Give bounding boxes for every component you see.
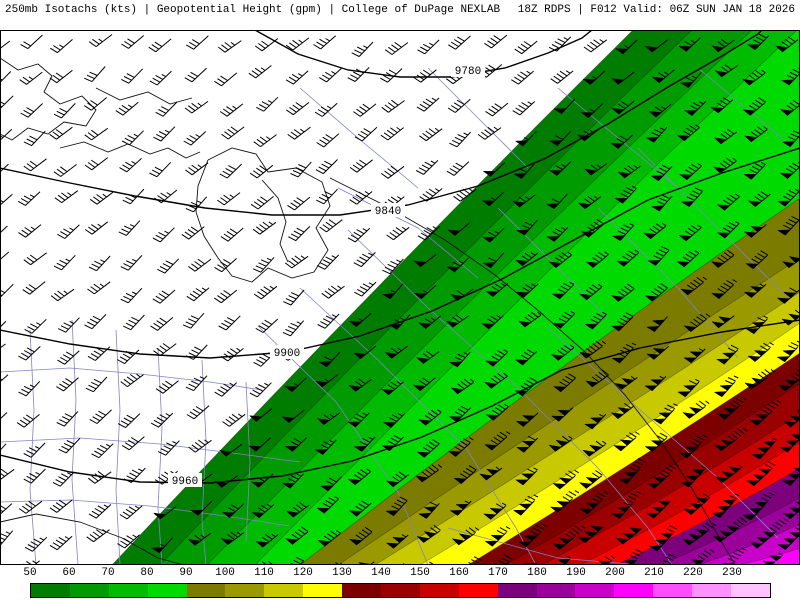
- legend-scale-labels: 50 60 70 80 90 100 110 120 130 140 150 160 170 180 190…: [0, 567, 800, 581]
- legend-color-cell: [653, 584, 693, 597]
- legend-color-cell: [69, 584, 109, 597]
- legend-tick-70: 70: [101, 567, 115, 579]
- contour-label-9840: 9840: [375, 206, 401, 218]
- legend-color-cell: [419, 584, 459, 597]
- road-line: [29, 329, 37, 565]
- legend-color-cell: [31, 584, 70, 597]
- road-line: [597, 207, 739, 359]
- legend-color-cell: [186, 584, 226, 597]
- legend-tick-60: 60: [62, 567, 76, 579]
- legend-tick-100: 100: [215, 567, 235, 579]
- legend-color-cell: [147, 584, 187, 597]
- wind-barbs: [0, 33, 800, 565]
- contour-label-9900: 9900: [274, 348, 300, 360]
- road-line: [157, 347, 163, 565]
- legend-tick-90: 90: [179, 567, 193, 579]
- contour-label-box: [371, 203, 405, 217]
- road-line: [347, 229, 673, 565]
- legend-color-cell: [381, 584, 420, 597]
- road-line: [337, 187, 479, 279]
- road-line: [427, 67, 529, 169]
- coastline: [329, 177, 736, 565]
- legend-tick-220: 220: [683, 567, 703, 579]
- road-line: [0, 437, 301, 463]
- isotach-band-200: [738, 548, 800, 565]
- wind-barbs-layer: [0, 33, 800, 565]
- coastline: [0, 57, 97, 141]
- weather-map: 9780 9840 9900 9960: [0, 30, 800, 565]
- map-title: 250mb Isotachs (kts) | Geopotential Heig…: [5, 4, 501, 16]
- legend-color-cell: [575, 584, 615, 597]
- road-line: [245, 381, 251, 543]
- road-line: [71, 319, 79, 565]
- road-line: [547, 327, 779, 539]
- wind-barb-pennants: [150, 44, 800, 565]
- contour-label-9780: 9780: [455, 66, 481, 78]
- legend-tick-160: 160: [449, 567, 469, 579]
- contour-label-box: [168, 473, 202, 487]
- legend-tick-190: 190: [566, 567, 586, 579]
- contour-label-9960: 9960: [172, 476, 198, 488]
- legend-color-cell: [225, 584, 265, 597]
- legend-color-cell: [497, 584, 537, 597]
- title-bar: 250mb Isotachs (kts) | Geopotential Heig…: [0, 0, 800, 30]
- coastline: [59, 141, 201, 159]
- legend-color-cell: [342, 584, 382, 597]
- legend-tick-130: 130: [332, 567, 352, 579]
- contour-label-box: [270, 345, 304, 359]
- legend-color-cell: [692, 584, 732, 597]
- legend-tick-140: 140: [371, 567, 391, 579]
- isotach-band-190: [698, 524, 800, 565]
- legend-color-cell: [458, 584, 498, 597]
- isotach-legend: 50 60 70 80 90 100 110 120 130 140 150 160 170 180 190…: [0, 565, 800, 600]
- coastline: [0, 513, 185, 565]
- road-line: [497, 207, 609, 319]
- road-line: [0, 499, 291, 527]
- legend-color-cell: [731, 584, 770, 597]
- legend-color-cell: [536, 584, 576, 597]
- legend-tick-150: 150: [410, 567, 430, 579]
- height-contour-9840: [0, 30, 763, 216]
- legend-tick-50: 50: [23, 567, 37, 579]
- legend-tick-110: 110: [254, 567, 274, 579]
- road-line: [257, 325, 429, 565]
- coastline: [261, 179, 289, 263]
- road-line: [115, 329, 121, 565]
- isotach-bands-layer: [111, 30, 800, 565]
- model-run-info: 18Z RDPS | F012 Valid: 06Z SUN JAN 18 20…: [517, 4, 795, 16]
- legend-color-cell: [264, 584, 304, 597]
- legend-tick-120: 120: [293, 567, 313, 579]
- legend-tick-200: 200: [605, 567, 625, 579]
- coastline: [195, 147, 331, 283]
- legend-colorbar: [30, 583, 771, 598]
- legend-color-cell: [614, 584, 654, 597]
- road-line: [447, 527, 641, 565]
- legend-tick-210: 210: [644, 567, 664, 579]
- geography-layer: [0, 57, 797, 565]
- legend-color-cell: [303, 584, 343, 597]
- contour-label-box: [451, 63, 485, 77]
- legend-tick-230: 230: [722, 567, 742, 579]
- road-line: [299, 87, 419, 189]
- coastline: [95, 87, 193, 105]
- road-line: [299, 287, 537, 565]
- legend-tick-180: 180: [527, 567, 547, 579]
- road-line: [697, 67, 797, 151]
- road-line: [0, 367, 263, 391]
- legend-tick-170: 170: [488, 567, 508, 579]
- contour-labels-layer: 9780 9840 9900 9960: [168, 63, 485, 488]
- legend-tick-80: 80: [140, 567, 154, 579]
- legend-color-cell: [108, 584, 148, 597]
